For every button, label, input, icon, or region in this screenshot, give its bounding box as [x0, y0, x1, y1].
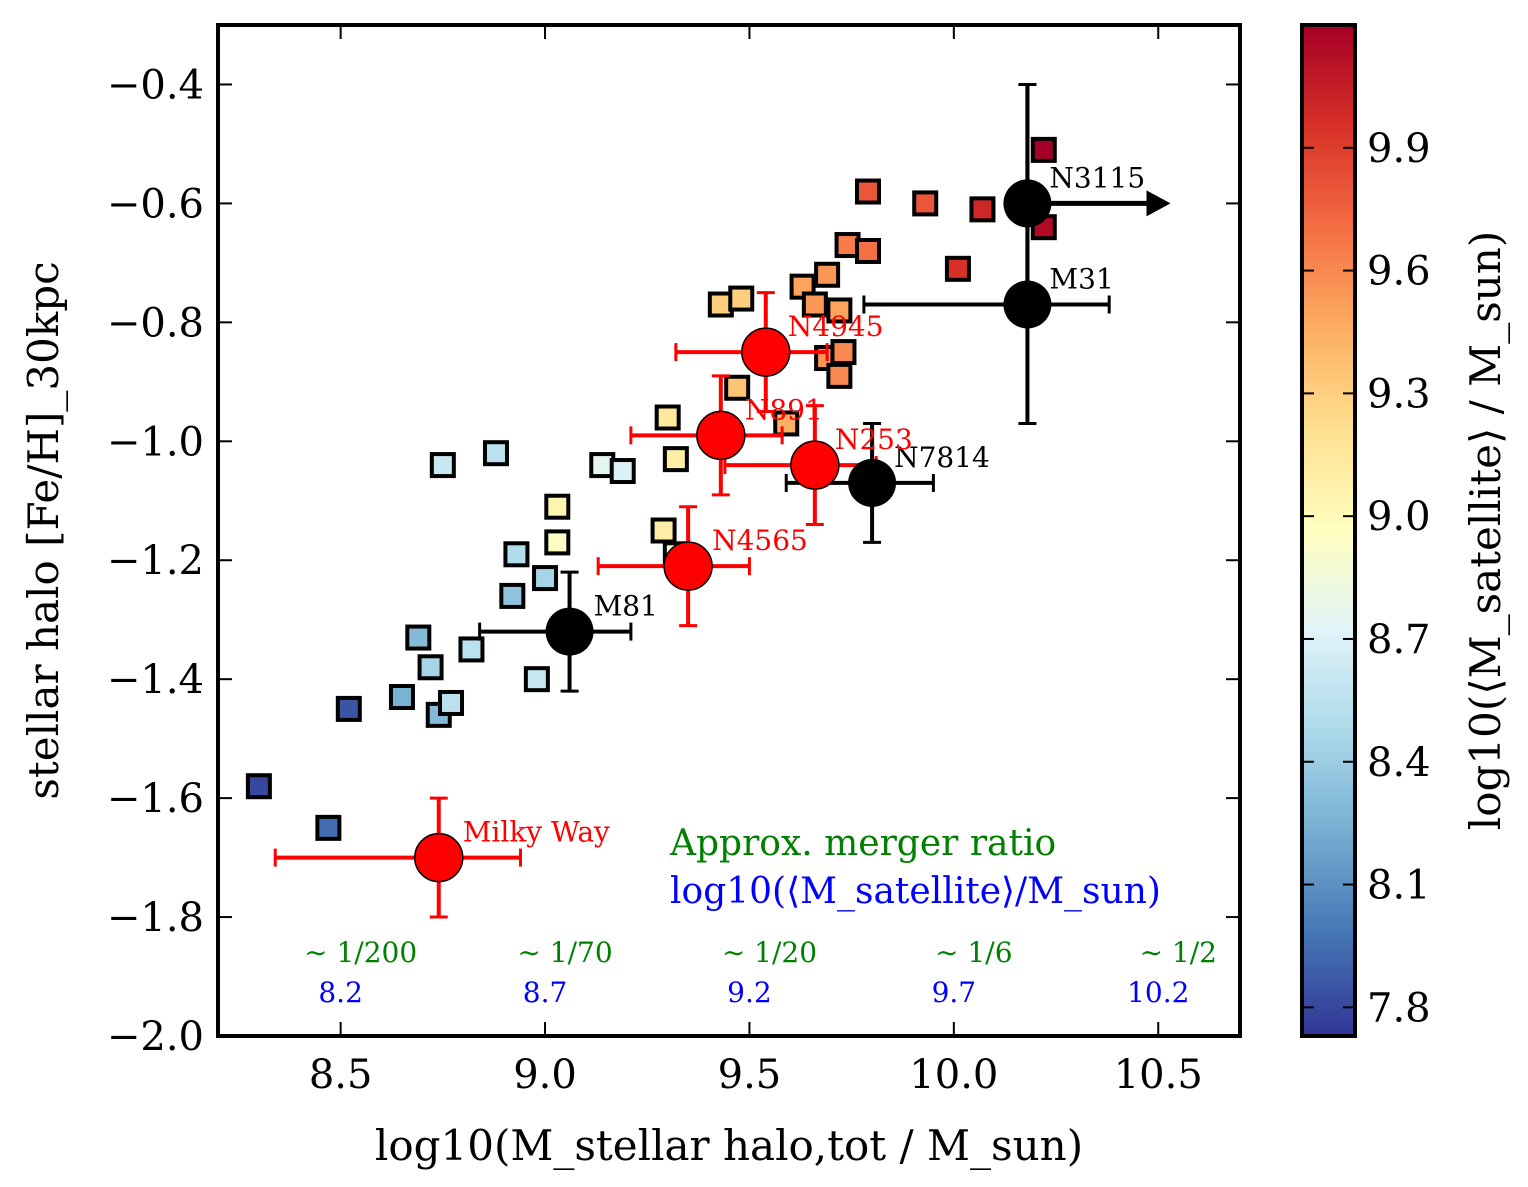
- halo-square: [826, 362, 853, 389]
- obs-milky-way-point: [414, 832, 464, 883]
- label-milky-way: Milky Way: [463, 816, 610, 849]
- y-tick-label: −1.0: [107, 419, 204, 465]
- y-tick-label: −1.8: [107, 895, 204, 941]
- obs-m81-point: [545, 607, 594, 656]
- halo-square: [728, 285, 755, 312]
- halo-square: [912, 190, 939, 217]
- halo-square: [482, 440, 509, 467]
- label-m31: M31: [1049, 263, 1113, 296]
- merger-ratio-tick: ∼ 1/70: [517, 936, 612, 969]
- merger-ratio-tick: ∼ 1/6: [935, 936, 1012, 969]
- obs-n253-point: [790, 440, 840, 490]
- obs-n3115-point: [1003, 179, 1052, 228]
- label-n7814: N7814: [894, 441, 990, 474]
- label-m81: M81: [594, 590, 658, 623]
- x-tick-label: 10.5: [1114, 1052, 1203, 1098]
- label-n3115: N3115: [1049, 161, 1145, 194]
- colorbar-tick-label: 8.7: [1367, 617, 1431, 663]
- halo-square: [405, 624, 432, 651]
- x-tick-label: 9.0: [513, 1052, 577, 1098]
- merger-mass-tick: 10.2: [1127, 976, 1189, 1009]
- halo-square: [532, 565, 559, 592]
- halo-square: [429, 452, 456, 479]
- merger-mass-tick: 8.7: [523, 976, 568, 1009]
- y-tick-label: −1.2: [107, 538, 204, 584]
- obs-n3115-arrow-head: [1146, 190, 1171, 217]
- halo-square: [458, 636, 485, 663]
- merger-mass-tick: 9.7: [932, 976, 977, 1009]
- colorbar-tick-label: 9.6: [1367, 249, 1431, 295]
- plot-frame: [216, 23, 1242, 1038]
- halo-square: [335, 695, 362, 722]
- halo-square: [650, 517, 677, 544]
- merger-ratio-tick: ∼ 1/200: [304, 936, 417, 969]
- obs-m31-point: [1003, 280, 1052, 329]
- halo-square: [724, 374, 751, 401]
- colorbar: [1300, 23, 1357, 1038]
- halo-square: [438, 689, 465, 716]
- halo-square: [245, 773, 272, 800]
- label-n253: N253: [835, 423, 913, 456]
- halo-square: [544, 493, 571, 520]
- colorbar-label: log10(⟨M_satellite⟩ / M_sun): [1461, 231, 1510, 830]
- merger-ratio-tick: ∼ 1/20: [722, 936, 817, 969]
- halo-square: [826, 297, 853, 324]
- y-axis-label: stellar halo [Fe/H]_30kpc: [19, 261, 68, 799]
- merger-mass-tick: 8.2: [318, 976, 363, 1009]
- y-tick-label: −0.8: [107, 300, 204, 346]
- halo-square: [662, 446, 689, 473]
- halo-square: [417, 654, 444, 681]
- halo-square: [315, 814, 342, 841]
- y-tick-label: −1.6: [107, 776, 204, 822]
- y-tick-label: −0.4: [107, 62, 204, 108]
- merger-ratio-subtitle: log10(⟨M_satellite⟩/M_sun): [670, 871, 1161, 912]
- obs-n7814-point: [848, 458, 897, 507]
- halo-square: [1030, 136, 1057, 163]
- halo-square: [801, 291, 828, 318]
- halo-square: [969, 196, 996, 223]
- merger-ratio-title: Approx. merger ratio: [669, 823, 1056, 864]
- halo-square: [814, 261, 841, 288]
- halo-square: [499, 582, 526, 609]
- y-tick-label: −0.6: [107, 181, 204, 227]
- colorbar-tick-label: 9.9: [1367, 126, 1431, 172]
- x-tick-label: 10.0: [909, 1052, 998, 1098]
- obs-n891-point: [696, 410, 746, 461]
- halo-square: [544, 529, 571, 556]
- halo-square: [854, 178, 881, 205]
- x-tick-label: 9.5: [718, 1052, 782, 1098]
- colorbar-tick-label: 9.3: [1367, 371, 1431, 417]
- x-tick-label: 8.5: [309, 1052, 373, 1098]
- obs-n4945-point: [741, 327, 791, 377]
- halo-square: [854, 237, 881, 264]
- y-tick-label: −1.4: [107, 657, 204, 703]
- colorbar-tick-label: 7.8: [1367, 985, 1431, 1031]
- colorbar-tick-label: 9.0: [1367, 494, 1431, 540]
- halo-square: [830, 339, 857, 366]
- halo-square: [944, 255, 971, 282]
- merger-ratio-tick: ∼ 1/2: [1140, 936, 1217, 969]
- halo-square: [388, 684, 415, 711]
- label-n4565: N4565: [712, 524, 808, 557]
- halo-square: [503, 541, 530, 568]
- colorbar-tick-label: 8.4: [1367, 740, 1431, 786]
- colorbar-tick-label: 8.1: [1367, 863, 1431, 909]
- halo-square: [523, 666, 550, 693]
- label-n4945: N4945: [788, 310, 884, 343]
- label-n891: N891: [745, 393, 823, 426]
- merger-mass-tick: 9.2: [727, 976, 772, 1009]
- y-tick-label: −2.0: [107, 1014, 204, 1060]
- halo-square: [609, 458, 636, 485]
- obs-n4565-point: [663, 541, 713, 591]
- halo-square: [654, 404, 681, 431]
- x-axis-label: log10(M_stellar halo,tot / M_sun): [375, 1121, 1083, 1170]
